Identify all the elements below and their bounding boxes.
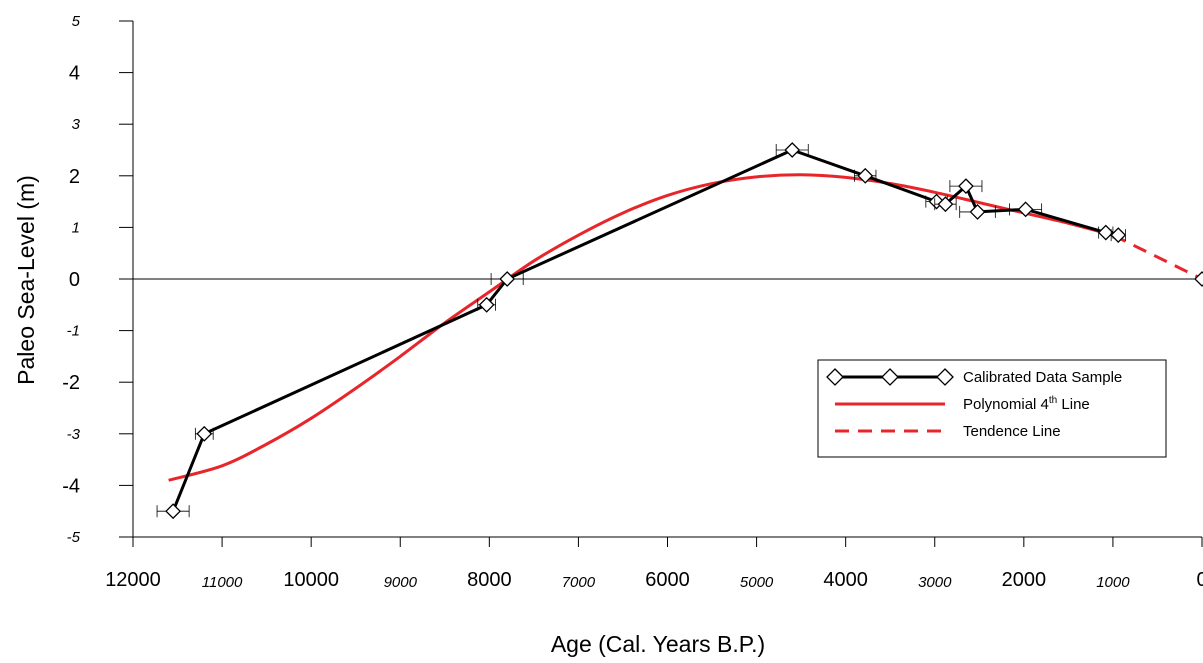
y-tick-label: 0	[69, 269, 80, 291]
diamond-marker	[478, 296, 495, 313]
legend: Calibrated Data Sample Polynomial 4th Lin…	[817, 359, 1167, 458]
tendence-line	[1112, 233, 1203, 281]
data-point	[156, 503, 190, 520]
y-tick-label: 2	[69, 166, 80, 188]
y-tick-label: 1	[72, 219, 80, 236]
data-point	[934, 196, 957, 213]
data-point	[194, 425, 214, 442]
x-tick-label: 11000	[202, 574, 243, 591]
legend-label-suffix: Line	[1057, 396, 1090, 413]
y-tick-label: 4	[69, 63, 80, 85]
x-tick-label: 5000	[740, 574, 774, 591]
calibrated-data-series	[156, 142, 1203, 520]
diamond-marker	[1194, 271, 1203, 287]
data-point	[949, 178, 983, 195]
diamond-marker	[1017, 201, 1034, 218]
x-tick-label: 3000	[918, 574, 952, 591]
x-tick-label: 10000	[283, 569, 339, 591]
y-tick-label: -2	[62, 372, 80, 394]
diamond-marker	[499, 271, 516, 287]
x-tick-label: 4000	[823, 569, 868, 591]
legend-label: Polynomial 4th Line	[963, 395, 1090, 413]
diamond-marker	[196, 425, 213, 442]
data-point	[854, 167, 877, 184]
diamond-marker	[958, 178, 974, 195]
data-point	[1097, 224, 1114, 241]
y-tick-label: -4	[62, 475, 80, 497]
y-tick-label: -3	[67, 426, 81, 443]
data-point	[959, 204, 996, 220]
data-point	[775, 142, 809, 158]
diamond-marker	[1110, 227, 1127, 244]
diamond-marker	[784, 142, 801, 158]
legend-swatch-marker	[936, 368, 954, 386]
x-tick-label: 8000	[467, 569, 512, 591]
x-axis-ticks: 12000 10000 8000 6000 4000 2000 0 11000 9000 7000…	[105, 537, 1203, 591]
legend-label: Calibrated Data Sample	[963, 369, 1122, 386]
legend-swatch-marker	[826, 368, 844, 386]
y-axis-ticks: 4 2 0 -2 -4 5 3 1 -1 -3 -5	[62, 13, 133, 546]
y-tick-label: -5	[67, 529, 81, 546]
data-point	[477, 296, 496, 313]
y-axis-title: Paleo Sea-Level (m)	[13, 175, 39, 385]
polynomial-line	[168, 173, 1114, 482]
y-tick-label: 3	[72, 116, 81, 133]
y-tick-label: -1	[67, 323, 80, 340]
x-tick-label: 2000	[1002, 569, 1047, 591]
legend-swatch-marker	[881, 368, 899, 386]
legend-label-superscript: th	[1049, 395, 1057, 406]
data-point	[490, 271, 524, 287]
diamond-marker	[1097, 224, 1114, 241]
y-tick-label: 5	[72, 13, 81, 30]
diamond-marker	[857, 167, 874, 184]
x-axis-title: Age (Cal. Years B.P.)	[551, 631, 765, 657]
data-point	[1110, 227, 1127, 244]
diamond-marker	[969, 204, 986, 220]
x-tick-label: 9000	[384, 574, 418, 591]
x-tick-label: 6000	[645, 569, 690, 591]
x-tick-label: 1000	[1096, 574, 1130, 591]
legend-label: Tendence Line	[963, 423, 1061, 440]
diamond-marker	[937, 196, 954, 213]
diamond-marker	[165, 503, 182, 520]
polynomial-series	[168, 173, 1114, 482]
data-point	[1009, 201, 1043, 218]
tendence-series	[1112, 233, 1203, 281]
x-tick-label: 7000	[562, 574, 596, 591]
x-tick-label: 12000	[105, 569, 161, 591]
x-tick-label: 0	[1196, 569, 1203, 591]
